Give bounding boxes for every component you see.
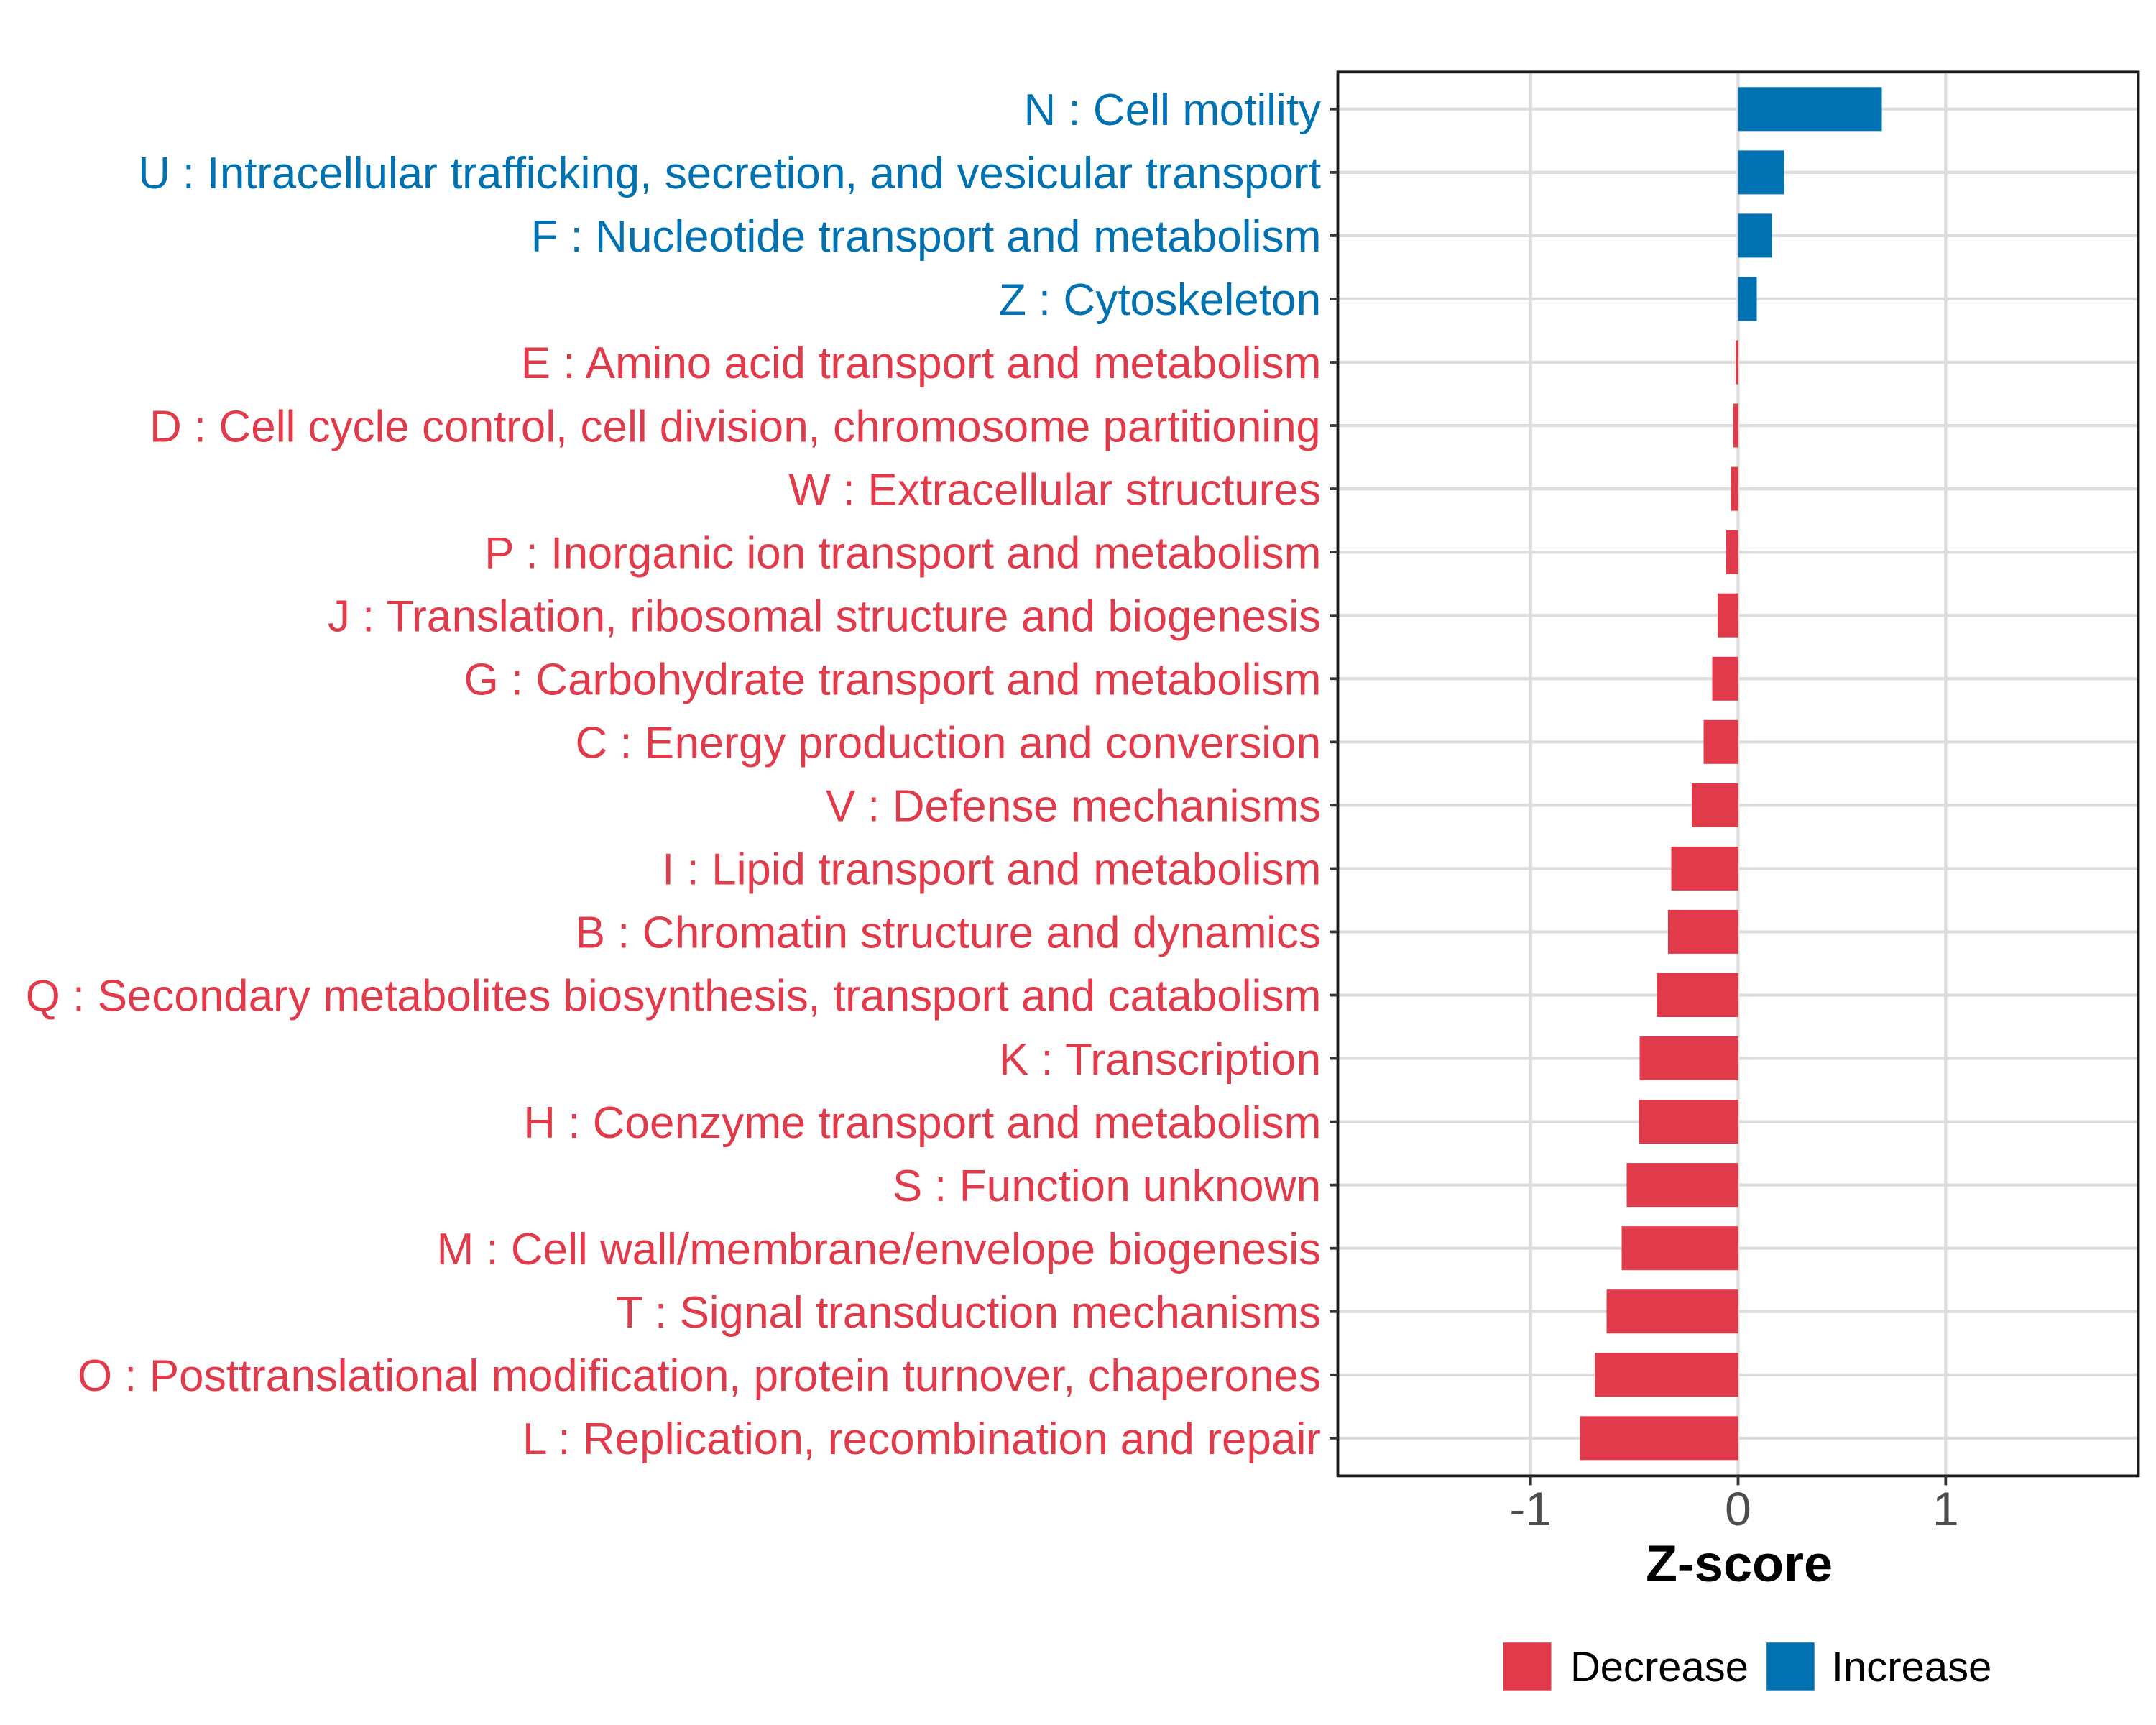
svg-text:N : Cell motility: N : Cell motility bbox=[1024, 86, 1321, 135]
svg-text:F : Nucleotide transport and m: F : Nucleotide transport and metabolism bbox=[531, 212, 1321, 262]
svg-text:E : Amino acid transport and m: E : Amino acid transport and metabolism bbox=[521, 339, 1321, 388]
svg-text:W : Extracellular structures: W : Extracellular structures bbox=[788, 465, 1321, 515]
svg-text:V : Defense mechanisms: V : Defense mechanisms bbox=[826, 782, 1321, 832]
svg-text:Q : Secondary metabolites bios: Q : Secondary metabolites biosynthesis, … bbox=[26, 972, 1321, 1021]
svg-text:G : Carbohydrate transport and: G : Carbohydrate transport and metabolis… bbox=[464, 656, 1321, 705]
svg-text:L : Replication, recombination: L : Replication, recombination and repai… bbox=[522, 1414, 1321, 1464]
svg-text:Decrease: Decrease bbox=[1570, 1644, 1749, 1690]
svg-text:-1: -1 bbox=[1509, 1482, 1552, 1535]
svg-text:M : Cell wall/membrane/envelop: M : Cell wall/membrane/envelope biogenes… bbox=[437, 1225, 1321, 1274]
svg-text:C : Energy production and conv: C : Energy production and conversion bbox=[576, 719, 1321, 768]
svg-text:Z : Cytoskeleton: Z : Cytoskeleton bbox=[999, 275, 1321, 325]
svg-text:0: 0 bbox=[1725, 1482, 1751, 1535]
svg-text:1: 1 bbox=[1932, 1482, 1959, 1535]
svg-text:P : Inorganic ion transport an: P : Inorganic ion transport and metaboli… bbox=[484, 528, 1321, 578]
svg-text:O : Posttranslational modifica: O : Posttranslational modification, prot… bbox=[78, 1351, 1321, 1401]
svg-text:H : Coenzyme transport and met: H : Coenzyme transport and metabolism bbox=[523, 1098, 1321, 1148]
svg-text:Increase: Increase bbox=[1832, 1644, 1991, 1690]
svg-text:U : Intracellular trafficking,: U : Intracellular trafficking, secretion… bbox=[138, 149, 1321, 198]
svg-text:J : Translation, ribosomal str: J : Translation, ribosomal structure and… bbox=[328, 592, 1321, 641]
svg-text:T : Signal transduction mechan: T : Signal transduction mechanisms bbox=[616, 1288, 1321, 1338]
svg-text:D : Cell cycle control, cell d: D : Cell cycle control, cell division, c… bbox=[149, 402, 1321, 451]
svg-text:I : Lipid transport and metabo: I : Lipid transport and metabolism bbox=[662, 845, 1321, 895]
svg-text:S : Function unknown: S : Function unknown bbox=[893, 1162, 1321, 1211]
svg-text:Z-score: Z-score bbox=[1646, 1535, 1833, 1593]
svg-text:K : Transcription: K : Transcription bbox=[999, 1035, 1321, 1085]
svg-text:B : Chromatin structure and dy: B : Chromatin structure and dynamics bbox=[576, 908, 1321, 958]
